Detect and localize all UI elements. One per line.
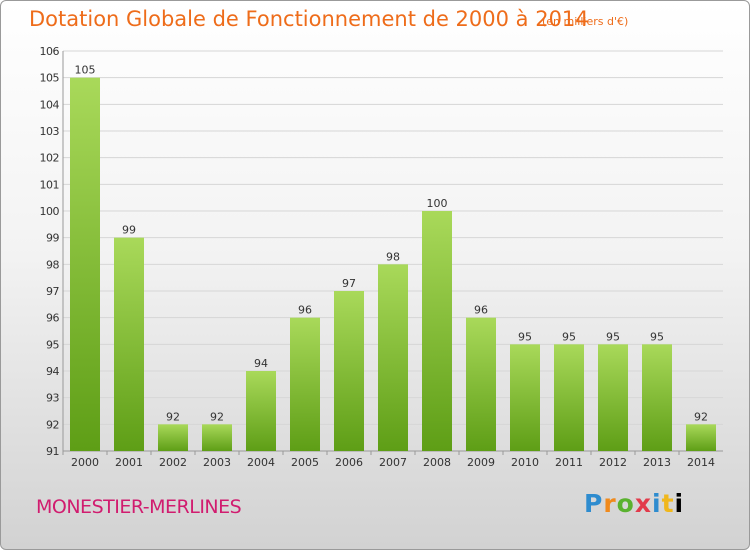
x-tick-label: 2009: [467, 456, 495, 469]
bar: [686, 424, 716, 451]
y-tick-label: 99: [46, 232, 59, 245]
x-tick-label: 2013: [643, 456, 671, 469]
x-tick-label: 2001: [115, 456, 143, 469]
data-label: 95: [650, 330, 664, 343]
y-tick-label: 103: [40, 125, 60, 138]
bar: [598, 344, 628, 451]
y-tick-label: 92: [46, 418, 59, 431]
bar: [114, 237, 144, 451]
chart-subtitle: (en milliers d'€): [542, 15, 629, 28]
data-label: 100: [427, 197, 448, 210]
x-tick-label: 2005: [291, 456, 319, 469]
x-tick-label: 2007: [379, 456, 407, 469]
x-tick-label: 2000: [71, 456, 99, 469]
y-tick-label: 98: [46, 258, 59, 271]
x-tick-label: 2008: [423, 456, 451, 469]
y-tick-label: 101: [40, 178, 60, 191]
data-label: 95: [606, 330, 620, 343]
data-label: 105: [75, 64, 96, 77]
bar: [378, 264, 408, 451]
bar: [202, 424, 232, 451]
data-label: 95: [562, 330, 576, 343]
data-label: 92: [694, 410, 708, 423]
bar: [642, 344, 672, 451]
data-label: 98: [386, 250, 400, 263]
data-label: 95: [518, 330, 532, 343]
x-tick-label: 2011: [555, 456, 583, 469]
bar: [554, 344, 584, 451]
x-tick-label: 2006: [335, 456, 363, 469]
x-tick-label: 2012: [599, 456, 627, 469]
y-tick-label: 97: [46, 285, 59, 298]
x-tick-label: 2014: [687, 456, 715, 469]
y-tick-label: 93: [46, 392, 59, 405]
data-label: 92: [210, 410, 224, 423]
x-tick-label: 2010: [511, 456, 539, 469]
bar: [290, 317, 320, 451]
bar: [70, 77, 100, 452]
y-tick-label: 91: [46, 445, 59, 458]
x-tick-label: 2004: [247, 456, 275, 469]
x-tick-label: 2003: [203, 456, 231, 469]
y-tick-label: 94: [46, 365, 59, 378]
y-tick-label: 96: [46, 312, 59, 325]
y-tick-label: 95: [46, 338, 59, 351]
bar: [422, 211, 452, 451]
bar: [158, 424, 188, 451]
bar: [466, 317, 496, 451]
bar: [334, 291, 364, 451]
data-label: 94: [254, 357, 268, 370]
x-tick-label: 2002: [159, 456, 187, 469]
y-tick-label: 105: [40, 72, 60, 85]
bar: [510, 344, 540, 451]
proxiti-logo[interactable]: Proxiti: [584, 489, 685, 518]
chart-title: Dotation Globale de Fonctionnement de 20…: [29, 7, 589, 31]
y-tick-label: 102: [40, 152, 60, 165]
data-label: 99: [122, 224, 136, 237]
y-tick-label: 104: [40, 98, 60, 111]
data-label: 96: [474, 304, 488, 317]
data-label: 92: [166, 410, 180, 423]
bar: [246, 371, 276, 451]
data-label: 97: [342, 277, 356, 290]
y-tick-label: 100: [40, 205, 60, 218]
place-name: MONESTIER-MERLINES: [36, 496, 242, 518]
data-label: 96: [298, 304, 312, 317]
y-tick-label: 106: [40, 45, 60, 58]
